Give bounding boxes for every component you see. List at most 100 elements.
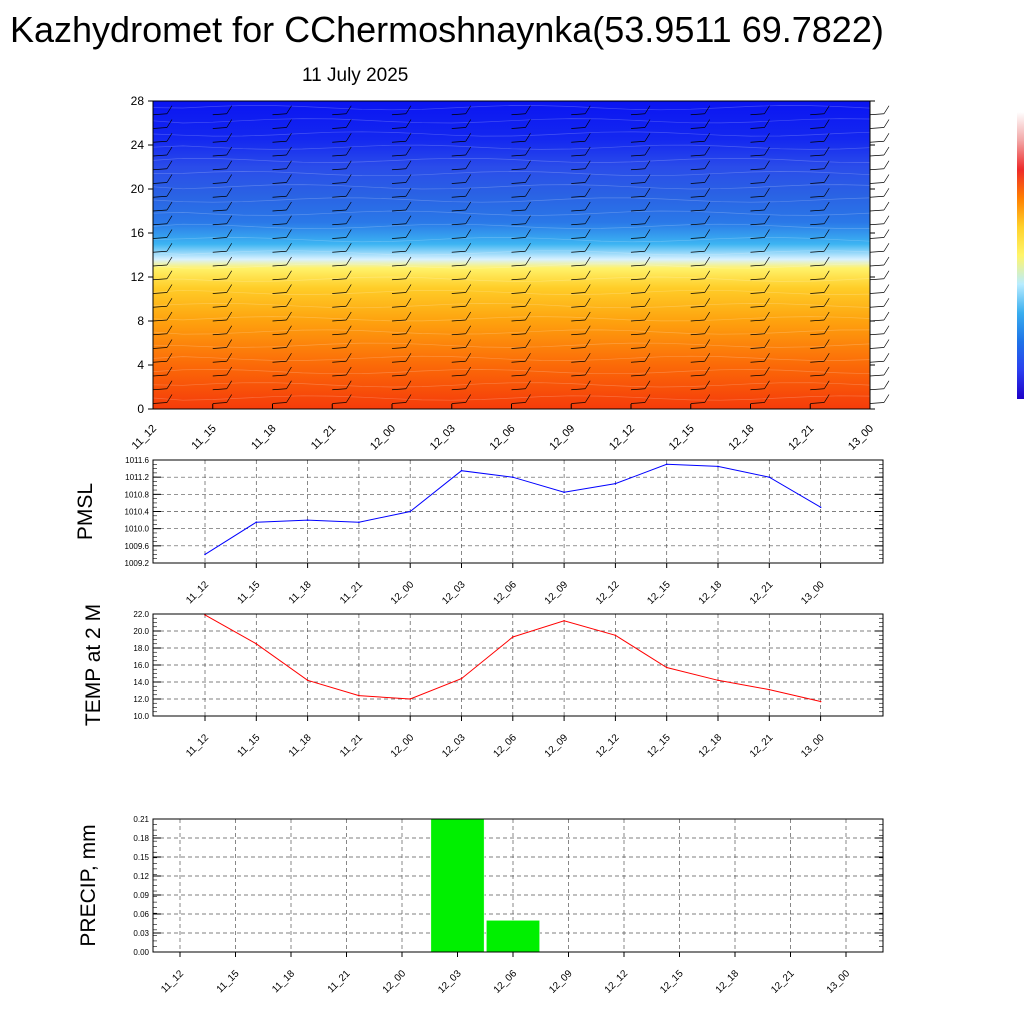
wind-barb-flag xyxy=(286,270,292,279)
wind-barb-flag xyxy=(345,298,352,307)
wind-barb xyxy=(630,292,646,294)
wind-barb-flag xyxy=(226,353,233,362)
wind-barb-flag xyxy=(226,366,233,376)
wind-barb-flag xyxy=(704,229,711,238)
x-tick-label: 13_00 xyxy=(799,579,827,607)
wind-barb-flag xyxy=(525,174,531,183)
data-point xyxy=(768,476,771,478)
x-tick-label: 12_00 xyxy=(368,423,398,453)
wind-barb-flag xyxy=(405,201,412,211)
wind-barb-flag xyxy=(704,325,711,334)
x-tick-label: 12_21 xyxy=(748,579,776,607)
wind-barb xyxy=(630,209,646,212)
x-tick-label: 12_21 xyxy=(748,732,776,760)
wind-barb xyxy=(690,388,705,391)
wind-barb xyxy=(212,223,227,226)
wind-barb-flag xyxy=(405,394,412,403)
wind-barb-flag xyxy=(823,311,830,321)
wind-barb xyxy=(152,402,168,404)
wind-barb-flag xyxy=(286,105,292,114)
wind-barb-flag xyxy=(166,270,173,279)
wind-barb xyxy=(571,292,586,294)
wind-barb-flag xyxy=(883,133,890,142)
wind-barb xyxy=(810,305,825,308)
wind-barb xyxy=(332,278,347,281)
wind-barb xyxy=(451,264,466,267)
wind-barb xyxy=(152,347,168,349)
wind-barb xyxy=(152,154,168,157)
wind-barb-flag xyxy=(823,394,830,403)
wind-barb-flag xyxy=(226,311,233,321)
wind-barb xyxy=(451,113,466,116)
wind-barb xyxy=(272,278,287,281)
wind-barb xyxy=(690,209,705,212)
wind-barb xyxy=(690,319,705,322)
wind-barb xyxy=(212,209,227,212)
wind-barb-flag xyxy=(644,133,651,142)
wind-barb-flag xyxy=(226,105,233,114)
y-tick-label: 20 xyxy=(131,182,145,196)
wind-barb xyxy=(869,209,885,212)
wind-barb xyxy=(511,292,526,294)
x-tick-label: 11_21 xyxy=(338,579,365,606)
wind-barb-flag xyxy=(704,174,711,183)
y-tick-label: 1010.4 xyxy=(125,508,150,517)
wind-barb-flag xyxy=(823,366,830,376)
data-point xyxy=(665,463,668,466)
x-tick-label: 12_18 xyxy=(697,732,725,760)
wind-barb-flag xyxy=(345,325,352,334)
wind-barb xyxy=(750,347,765,349)
wind-barb xyxy=(511,113,526,116)
wind-barb xyxy=(451,388,466,391)
wind-barb-flag xyxy=(405,380,412,389)
wind-barb xyxy=(212,305,227,308)
wind-barb xyxy=(869,278,885,281)
wind-barb-flag xyxy=(166,188,173,197)
wind-barb xyxy=(869,250,885,253)
contour-line xyxy=(152,144,871,150)
wind-barb-flag xyxy=(883,284,890,293)
x-tick-label: 12_03 xyxy=(440,579,468,607)
wind-barb xyxy=(630,113,646,116)
wind-barb xyxy=(451,140,466,143)
wind-barb xyxy=(212,154,227,157)
wind-barb xyxy=(869,140,885,143)
wind-barb xyxy=(869,292,885,294)
x-tick-label: 11_15 xyxy=(235,579,262,606)
wind-barb xyxy=(391,168,407,171)
wind-barb xyxy=(571,154,586,157)
wind-barb xyxy=(272,333,287,336)
wind-barb-flag xyxy=(525,325,531,334)
wind-barb-flag xyxy=(764,256,770,266)
wind-barb xyxy=(272,154,287,157)
wind-barb-flag xyxy=(644,394,651,403)
wind-barb xyxy=(630,305,646,308)
x-tick-label: 12_00 xyxy=(389,579,417,607)
wind-barb xyxy=(212,250,227,253)
wind-barb xyxy=(391,182,407,184)
wind-barb xyxy=(869,360,885,363)
x-tick-label: 12_12 xyxy=(603,968,631,996)
wind-barb xyxy=(690,292,705,294)
wind-barb xyxy=(332,292,347,294)
wind-barb-flag xyxy=(465,366,472,376)
wind-barb xyxy=(391,402,407,404)
wind-barb-flag xyxy=(405,339,412,348)
wind-barb-flag xyxy=(166,325,173,334)
x-tick-label: 12_06 xyxy=(488,423,518,453)
wind-barb-flag xyxy=(525,311,531,321)
wind-barb xyxy=(272,305,287,308)
wind-barb-flag xyxy=(166,394,173,403)
y-axis-label: TEMP at 2 M xyxy=(82,604,105,726)
wind-barb xyxy=(332,250,347,253)
wind-barb-flag xyxy=(226,174,233,183)
wind-barb xyxy=(750,305,765,308)
wind-barb-flag xyxy=(823,353,830,362)
wind-barb xyxy=(869,388,885,391)
wind-barb-flag xyxy=(764,146,770,156)
contour-line xyxy=(152,316,871,322)
wind-barb-flag xyxy=(226,339,233,348)
wind-barb-flag xyxy=(286,133,292,142)
x-tick-label: 12_15 xyxy=(658,968,686,996)
y-axis-label: PMSL xyxy=(74,483,97,540)
